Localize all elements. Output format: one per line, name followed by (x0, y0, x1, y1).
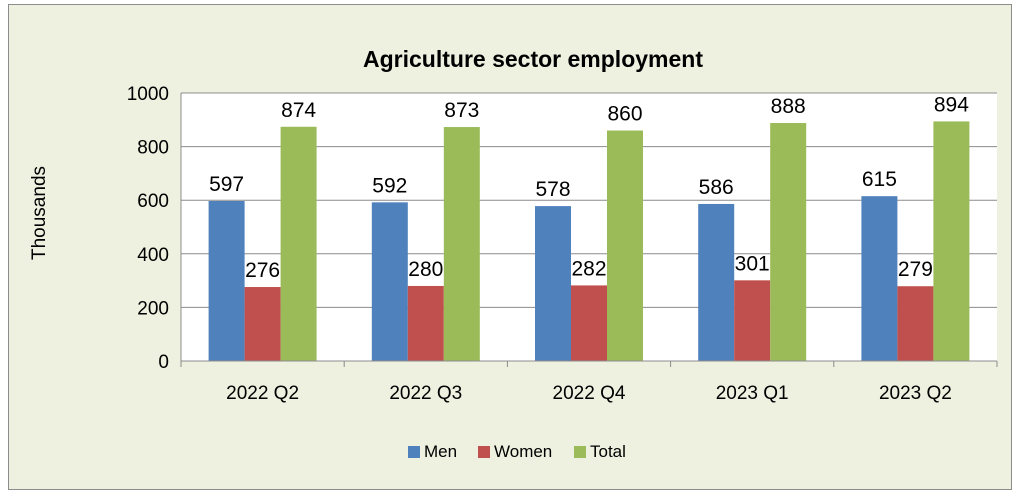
data-label-men: 578 (535, 178, 570, 201)
chart-frame: Agriculture sector employment Thousands … (8, 4, 1012, 490)
bar-women-2022-q4 (571, 285, 607, 361)
data-label-men: 592 (372, 174, 407, 197)
bar-men-2023-q2 (861, 196, 898, 361)
plot-area: 0 200 400 600 800 1000 597 276 874 2022 Q2 592 280 8… (127, 84, 998, 404)
legend-label: Women (494, 442, 552, 461)
bar-men-2023-q1 (698, 203, 735, 361)
x-category-label: 2023 Q2 (879, 383, 952, 404)
y-tick-label: 400 (137, 245, 169, 266)
data-label-women: 279 (898, 258, 933, 281)
bar-men-2022-q2 (208, 201, 245, 361)
bar-women-2022-q2 (244, 287, 281, 361)
bar-women-2022-q3 (407, 285, 444, 361)
x-category-label: 2022 Q4 (553, 383, 626, 404)
data-label-men: 586 (699, 176, 734, 199)
y-tick-label: 0 (158, 352, 169, 373)
legend-label: Total (590, 442, 626, 461)
legend-item-total: Total (574, 442, 626, 461)
x-category-label: 2023 Q1 (716, 383, 789, 404)
y-tick-label: 800 (137, 138, 169, 159)
bar-women-2023-q1 (734, 280, 771, 361)
legend: Men Women Total (408, 442, 626, 461)
bar-women-2023-q2 (897, 286, 934, 361)
x-category-label: 2022 Q3 (389, 383, 462, 404)
data-label-men: 597 (209, 173, 244, 196)
x-category-label: 2022 Q2 (226, 383, 299, 404)
data-label-total: 894 (934, 93, 969, 116)
chart-title: Agriculture sector employment (363, 46, 703, 72)
bar-total-2023-q1 (770, 123, 807, 362)
legend-item-men: Men (408, 442, 457, 461)
y-axis-label: Thousands (29, 166, 50, 260)
legend-swatch (408, 446, 420, 458)
legend-item-women: Women (478, 442, 552, 461)
data-label-women: 280 (408, 258, 443, 281)
bar-men-2022-q4 (535, 206, 571, 361)
data-label-total: 888 (771, 95, 806, 118)
legend-label: Men (424, 442, 457, 461)
data-label-women: 276 (245, 259, 280, 282)
data-label-men: 615 (862, 168, 897, 191)
y-tick-label: 600 (137, 191, 169, 212)
data-label-total: 873 (444, 99, 479, 122)
bar-chart: Agriculture sector employment Thousands … (29, 46, 998, 461)
bar-men-2022-q3 (371, 202, 408, 361)
data-label-total: 874 (281, 99, 316, 122)
data-label-total: 860 (607, 103, 642, 126)
y-tick-label: 1000 (127, 84, 169, 105)
data-label-women: 282 (571, 257, 606, 280)
bar-total-2022-q4 (607, 130, 643, 361)
bar-total-2023-q2 (933, 121, 970, 362)
legend-swatch (478, 446, 490, 458)
legend-swatch (574, 446, 586, 458)
bar-total-2022-q3 (443, 127, 480, 361)
data-label-women: 301 (735, 252, 770, 275)
bar-total-2022-q2 (280, 126, 317, 361)
y-tick-label: 200 (137, 298, 169, 319)
